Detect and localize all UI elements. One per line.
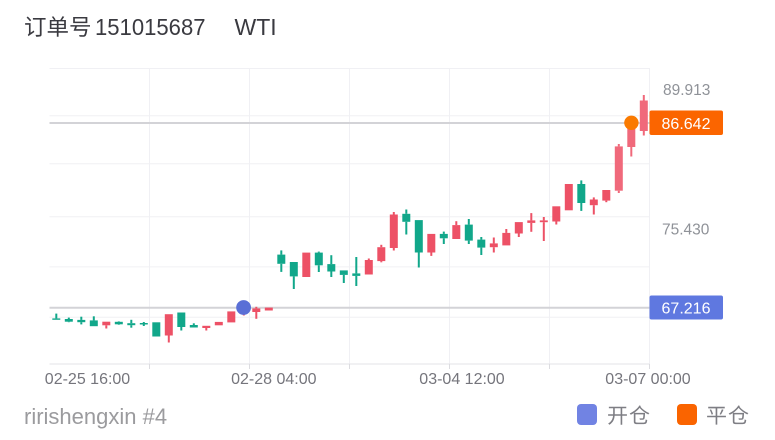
svg-text:86.642: 86.642: [662, 116, 711, 133]
svg-text:89.913: 89.913: [663, 82, 710, 99]
svg-text:WTI: WTI: [235, 14, 277, 40]
svg-text:02-25 16:00: 02-25 16:00: [45, 371, 131, 388]
svg-text:67.216: 67.216: [662, 301, 711, 318]
svg-text:75.430: 75.430: [662, 222, 710, 239]
svg-text:ririshengxin #4: ririshengxin #4: [24, 404, 167, 429]
svg-text:03-04 12:00: 03-04 12:00: [419, 371, 505, 388]
svg-text:151015687: 151015687: [95, 14, 206, 40]
svg-text:02-28 04:00: 02-28 04:00: [231, 371, 317, 388]
svg-text:03-07 00:00: 03-07 00:00: [605, 371, 691, 388]
